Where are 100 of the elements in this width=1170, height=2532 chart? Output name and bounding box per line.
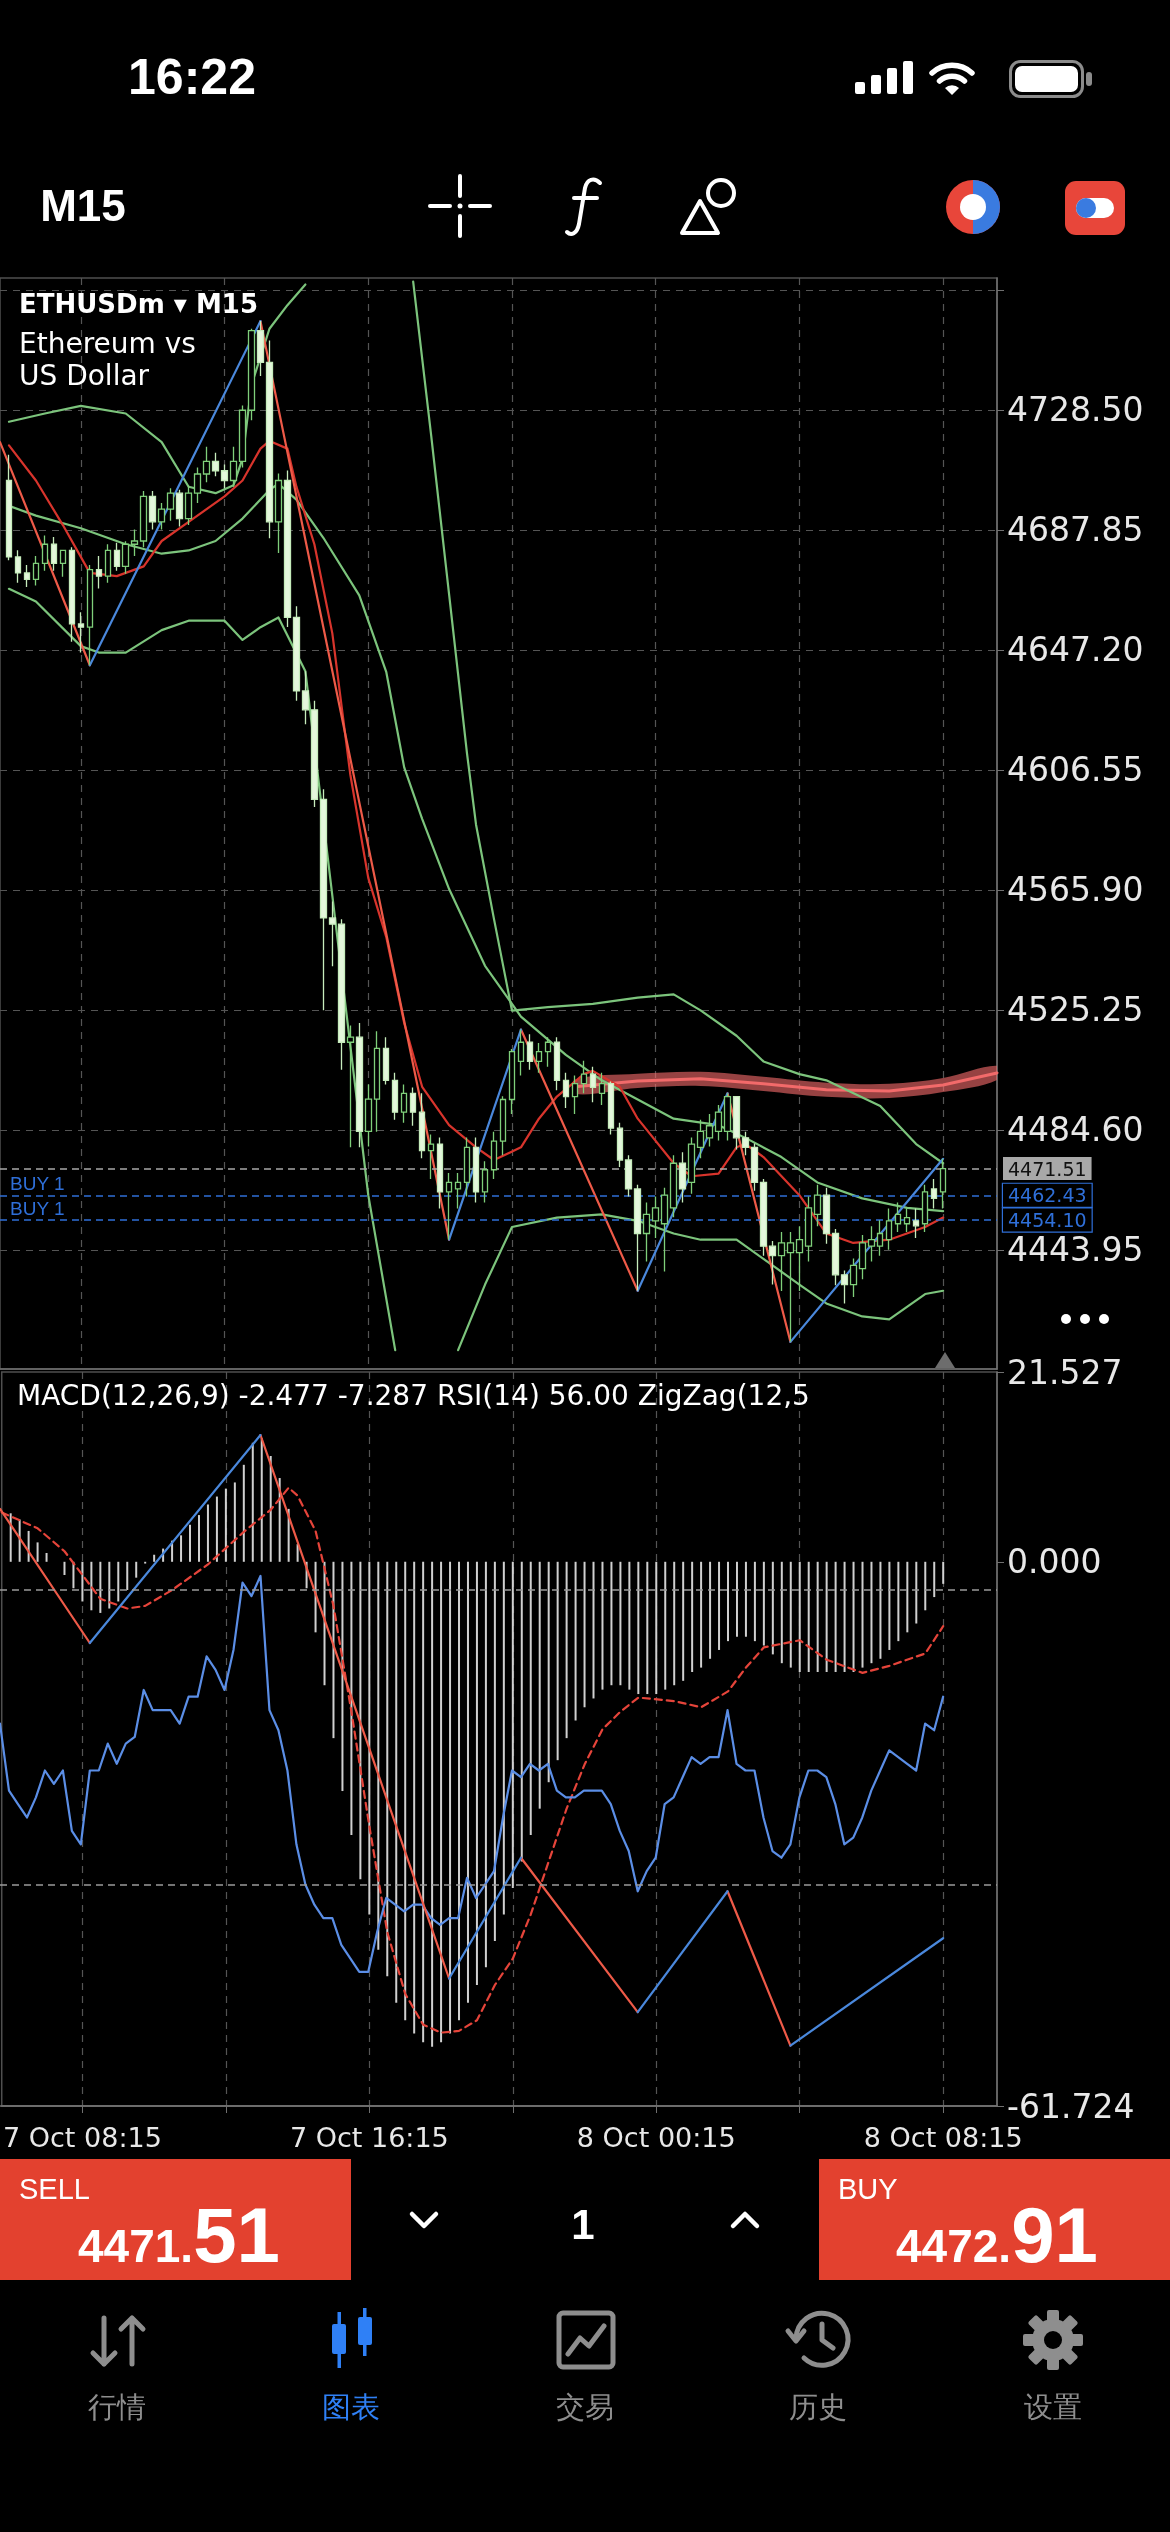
y-tick-label: 21.527 xyxy=(1007,1352,1123,1392)
candlestick xyxy=(292,605,301,702)
candlestick xyxy=(696,1119,705,1159)
candlestick xyxy=(633,1184,642,1292)
candlestick xyxy=(364,1083,373,1148)
candlestick xyxy=(32,555,40,587)
candlestick xyxy=(687,1136,696,1195)
bar xyxy=(825,1561,828,1673)
bar xyxy=(691,1561,694,1673)
bar xyxy=(583,1561,586,1708)
bar xyxy=(189,1524,192,1562)
text: 交易 xyxy=(556,2390,614,2423)
candlestick xyxy=(247,328,256,421)
candlestick xyxy=(157,502,166,531)
candlestick xyxy=(104,543,112,584)
candlestick xyxy=(840,1269,849,1305)
candlestick xyxy=(571,1074,579,1115)
bar xyxy=(413,1561,416,2034)
candlestick xyxy=(544,1036,552,1068)
bar xyxy=(942,1561,945,1584)
candlestick xyxy=(499,1095,507,1156)
bar xyxy=(153,1554,156,1562)
candlestick xyxy=(5,454,13,561)
bar xyxy=(610,1561,613,1686)
y-tick-label: 4443.95 xyxy=(1007,1230,1144,1270)
bar xyxy=(861,1561,864,1668)
ref-line-label: 4462.43 xyxy=(1008,1184,1087,1207)
bar xyxy=(592,1561,595,1699)
bar xyxy=(502,1561,505,1915)
annotation: BUY 1 xyxy=(10,1197,65,1219)
candlestick xyxy=(714,1104,723,1142)
text: 图表 xyxy=(322,2390,380,2423)
bar xyxy=(126,1561,129,1591)
bar xyxy=(870,1561,873,1664)
y-tick-label: 4484.60 xyxy=(1007,1110,1144,1150)
bar xyxy=(224,1488,227,1562)
text: Ethereum vs US Dollar xyxy=(19,326,205,392)
bar xyxy=(637,1561,640,1695)
candlestick xyxy=(562,1071,570,1109)
bar xyxy=(404,1561,407,2021)
bar xyxy=(574,1561,577,1721)
candlestick xyxy=(121,540,130,575)
bar xyxy=(458,1561,461,2021)
bar xyxy=(843,1561,846,1673)
candlestick xyxy=(822,1187,831,1245)
chart-title: ETHUSDm ▾ M15 xyxy=(19,289,258,319)
candlestick xyxy=(301,670,310,725)
bar xyxy=(135,1561,138,1578)
bar xyxy=(771,1561,774,1655)
bar xyxy=(933,1561,936,1598)
bar xyxy=(90,1561,93,1611)
candlestick xyxy=(607,1080,615,1136)
x-tick-label: 8 Oct 00:15 xyxy=(576,2122,736,2153)
bar xyxy=(646,1561,649,1695)
candlestick xyxy=(759,1178,768,1257)
candlestick xyxy=(337,918,346,1071)
candlestick xyxy=(265,339,274,539)
bar xyxy=(682,1561,685,1681)
candlestick xyxy=(804,1195,813,1263)
bar xyxy=(386,1561,389,1977)
candlestick xyxy=(660,1187,669,1273)
bar xyxy=(619,1561,622,1686)
bar xyxy=(9,1513,12,1562)
bar xyxy=(493,1561,496,1941)
candlestick xyxy=(741,1131,750,1156)
candlestick xyxy=(373,1030,381,1133)
candlestick xyxy=(23,564,31,588)
candlestick xyxy=(50,536,58,572)
candlestick xyxy=(148,490,157,531)
candlestick xyxy=(831,1228,840,1286)
annotation: BUY 1 xyxy=(10,1173,65,1195)
candlestick xyxy=(750,1142,759,1192)
candlestick xyxy=(786,1231,795,1343)
candlestick xyxy=(184,484,193,526)
candlestick xyxy=(678,1151,687,1204)
text: 行情 xyxy=(88,2390,146,2423)
candlestick xyxy=(508,1048,516,1115)
bar xyxy=(395,1561,398,2003)
bar xyxy=(538,1561,541,1809)
candlestick xyxy=(256,320,265,377)
y-tick-label: 4647.20 xyxy=(1007,630,1144,670)
candlestick xyxy=(481,1160,489,1204)
bar xyxy=(628,1561,631,1690)
candlestick xyxy=(319,788,328,1011)
candlestick xyxy=(795,1225,804,1292)
bar xyxy=(475,1561,478,1985)
bar xyxy=(915,1561,918,1624)
candlestick xyxy=(113,542,121,572)
bar xyxy=(897,1561,900,1642)
bar xyxy=(924,1561,927,1611)
text: 设置 xyxy=(1024,2390,1082,2423)
candlestick xyxy=(41,534,49,572)
candlestick xyxy=(517,1028,525,1077)
bar xyxy=(449,1561,452,2034)
bar xyxy=(852,1561,855,1673)
candlestick xyxy=(768,1240,777,1286)
bar xyxy=(251,1442,254,1562)
bar xyxy=(780,1561,783,1664)
bar xyxy=(359,1561,362,1880)
text: 历史 xyxy=(789,2390,847,2423)
